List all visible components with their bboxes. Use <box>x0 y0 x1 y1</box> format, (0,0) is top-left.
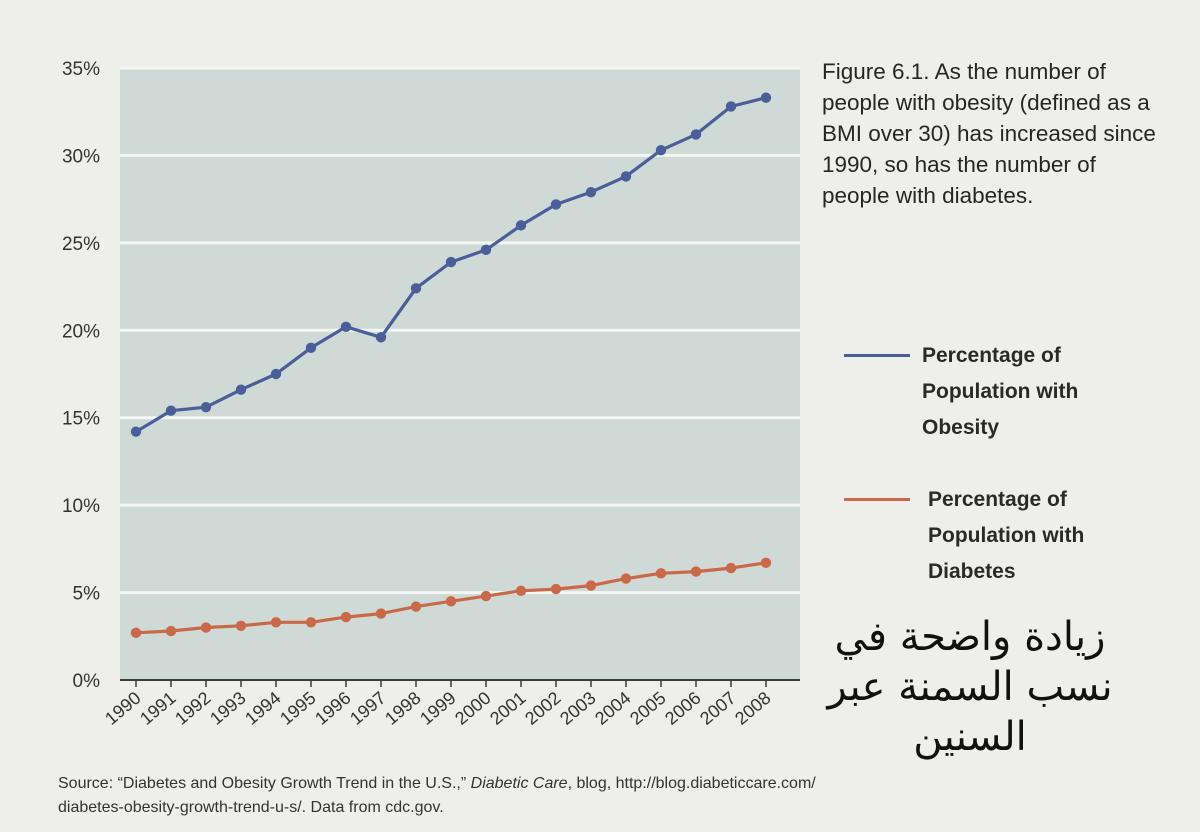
data-point-obesity <box>235 384 247 395</box>
data-point-diabetes <box>340 611 352 623</box>
gridlines <box>120 66 800 595</box>
data-point-obesity <box>165 405 177 416</box>
y-axis-ticks: 0% 5% 10% 15% 20% 25% 30% 35% <box>62 59 100 692</box>
data-point-diabetes <box>130 627 142 638</box>
data-point-diabetes <box>655 568 667 579</box>
note-line-2: نسب السمنة عبر <box>827 664 1113 710</box>
x-tick-label: 2005 <box>626 688 670 729</box>
x-tick-label: 2000 <box>451 688 495 729</box>
data-point-diabetes <box>690 566 702 577</box>
x-tick-label: 1997 <box>346 688 390 729</box>
source-citation: Source: “Diabetes and Obesity Growth Tre… <box>58 772 818 820</box>
data-point-diabetes <box>305 617 317 628</box>
x-tick-label: 1993 <box>206 688 250 729</box>
legend-diabetes-swatch <box>844 498 910 501</box>
source-line-2: diabetes-obesity-growth-trend-u-s/. Data… <box>58 799 444 816</box>
data-point-diabetes <box>725 562 737 574</box>
data-point-obesity <box>270 368 282 380</box>
x-tick-label: 1998 <box>381 688 425 729</box>
y-tick-label: 25% <box>62 234 100 255</box>
x-tick-label: 1996 <box>311 688 355 729</box>
data-point-diabetes <box>410 601 422 612</box>
data-point-obesity <box>445 256 457 268</box>
data-point-obesity <box>340 321 352 332</box>
x-tick-label: 2002 <box>521 688 565 729</box>
x-tick-label: 2006 <box>661 688 705 729</box>
figure-caption: Figure 6.1. As the number of people with… <box>822 59 1156 208</box>
data-point-diabetes <box>375 608 387 619</box>
series-lines <box>130 92 772 638</box>
y-tick-label: 35% <box>62 59 100 80</box>
y-tick-label: 5% <box>73 584 101 605</box>
source-suffix: , blog, http://blog.diabeticcare.com/ <box>567 775 816 792</box>
legend-diabetes-line-1: Percentage of <box>928 488 1067 511</box>
data-point-diabetes <box>235 620 247 631</box>
x-tick-label: 2003 <box>556 688 600 729</box>
legend-obesity-line-3: Obesity <box>922 416 1000 439</box>
legend-obesity-line-1: Percentage of <box>922 344 1061 367</box>
data-point-diabetes <box>480 590 492 602</box>
y-tick-label: 0% <box>73 671 101 692</box>
data-point-obesity <box>410 283 422 294</box>
legend-diabetes-line-3: Diabetes <box>928 560 1016 583</box>
x-tick-label: 1999 <box>416 688 460 729</box>
data-point-obesity <box>550 199 562 210</box>
y-tick-label: 10% <box>62 496 100 517</box>
data-point-obesity <box>585 186 597 198</box>
source-prefix: Source: “Diabetes and Obesity Growth Tre… <box>58 775 467 792</box>
data-point-diabetes <box>200 622 212 633</box>
source-line-1: Source: “Diabetes and Obesity Growth Tre… <box>58 772 818 796</box>
data-point-diabetes <box>760 557 772 569</box>
y-tick-label: 30% <box>62 146 100 167</box>
handwritten-arabic-note: زيادة واضحة في نسب السمنة عبر السنين <box>820 612 1120 762</box>
data-point-obesity <box>200 402 212 413</box>
note-line-1: زيادة واضحة في <box>834 614 1106 660</box>
data-point-obesity <box>760 92 772 103</box>
data-point-diabetes <box>445 596 457 607</box>
data-point-obesity <box>515 220 527 231</box>
legend-obesity-line-2: Population with <box>922 380 1079 403</box>
y-tick-label: 20% <box>62 321 100 342</box>
data-point-obesity <box>690 129 702 140</box>
data-point-obesity <box>375 332 387 343</box>
data-point-diabetes <box>620 573 632 584</box>
legend-diabetes-line-2: Population with <box>928 524 1085 547</box>
legend-obesity-swatch <box>844 354 910 357</box>
data-point-diabetes <box>585 580 597 591</box>
x-tick-label: 2001 <box>486 688 530 729</box>
data-point-diabetes <box>270 617 282 628</box>
data-point-obesity <box>620 171 632 182</box>
y-tick-label: 15% <box>62 409 100 430</box>
x-tick-label: 2008 <box>731 688 775 729</box>
data-point-diabetes <box>165 625 177 637</box>
data-point-obesity <box>480 244 492 256</box>
data-point-obesity <box>725 101 737 112</box>
x-axis-ticks: 1990199119921993199419951996199719981999… <box>101 680 775 729</box>
data-point-diabetes <box>550 583 562 595</box>
data-point-obesity <box>655 144 667 156</box>
x-tick-label: 1991 <box>136 688 180 729</box>
data-point-obesity <box>305 342 317 353</box>
x-tick-label: 2007 <box>696 688 740 729</box>
x-tick-label: 1992 <box>171 688 215 729</box>
note-line-3: السنين <box>913 714 1027 760</box>
x-tick-label: 1995 <box>276 688 320 729</box>
x-tick-label: 2004 <box>591 688 635 729</box>
source-publication: Diabetic Care <box>470 775 568 792</box>
legend-obesity-label: Percentage of Population with Obesity <box>922 338 1122 446</box>
data-point-diabetes <box>515 585 527 597</box>
data-point-obesity <box>130 426 142 437</box>
x-tick-label: 1990 <box>101 688 145 729</box>
legend-diabetes-label: Percentage of Population with Diabetes <box>928 482 1128 590</box>
x-tick-label: 1994 <box>241 688 285 729</box>
plot-background <box>120 68 800 680</box>
